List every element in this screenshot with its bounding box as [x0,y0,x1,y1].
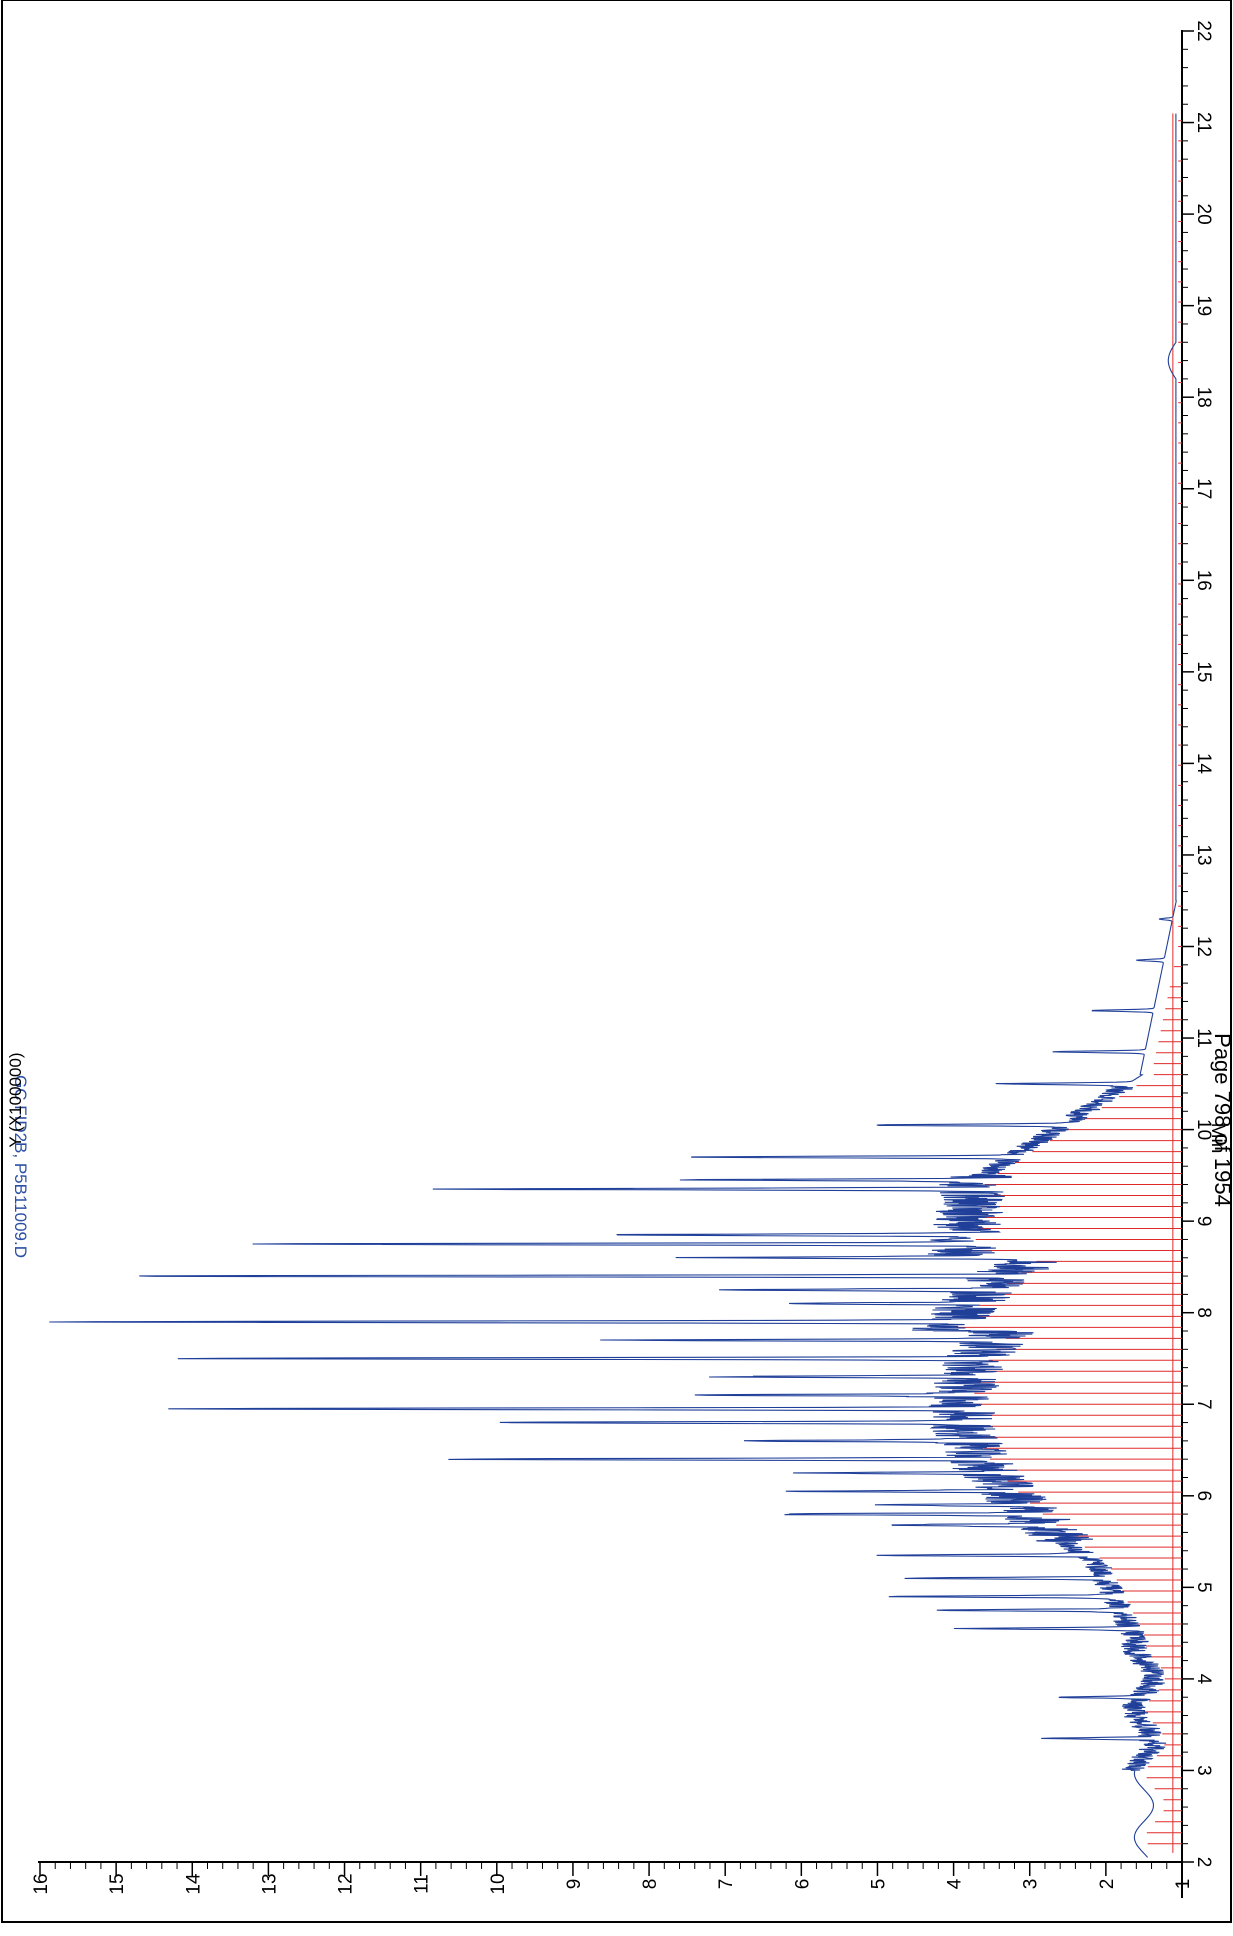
x-tick-label-15: 15 [1193,661,1214,682]
x-axis-label: Min [1207,1123,1228,1154]
x-tick-label-16: 16 [1193,570,1214,591]
x-tick-label-22: 22 [1193,20,1214,41]
x-tick-label-11: 11 [1193,1028,1214,1048]
y-tick-label-13: 13 [259,1873,280,1894]
x-tick-label-5: 5 [1193,1582,1214,1593]
page-footer: Page 798 of 1954 [1210,1033,1233,1207]
y-tick-label-1: 1 [1173,1879,1194,1890]
y-tick-label-8: 8 [640,1879,661,1890]
x-tick-label-9: 9 [1193,1216,1214,1227]
x-tick-label-21: 21 [1193,112,1214,133]
y-tick-label-6: 6 [792,1879,813,1890]
x-tick-label-18: 18 [1193,387,1214,408]
x-tick-label-19: 19 [1193,295,1214,316]
x-tick-label-8: 8 [1193,1307,1214,1318]
y-tick-label-9: 9 [564,1879,585,1890]
x-tick-label-20: 20 [1193,204,1214,225]
y-tick-label-16: 16 [31,1873,52,1894]
x-tick-label-4: 4 [1193,1674,1214,1685]
x-tick-label-6: 6 [1193,1491,1214,1502]
y-tick-label-14: 14 [183,1873,204,1895]
y-tick-label-2: 2 [1097,1879,1118,1890]
x-tick-label-2: 2 [1193,1857,1214,1868]
x-tick-label-3: 3 [1193,1765,1214,1776]
x-tick-label-17: 17 [1193,478,1214,499]
y-tick-label-4: 4 [945,1878,966,1889]
y-tick-label-10: 10 [488,1873,509,1894]
x-axis-ticks: 2 3 4 5 6 7 8 9 10 11 12 13 14 15 16 17 18 19 20 21 22 [1182,20,1214,1867]
x-tick-label-14: 14 [1193,753,1214,775]
y-tick-label-11: 11 [412,1874,433,1894]
y-tick-label-12: 12 [336,1873,357,1894]
y-axis-label: Y (X100000) [6,1052,25,1147]
y-tick-label-5: 5 [868,1879,889,1890]
x-tick-label-7: 7 [1193,1399,1214,1410]
integration-markers [955,113,1182,1853]
chromatogram-trace [49,113,1177,1858]
x-tick-label-10: 10 [1193,1119,1214,1140]
y-tick-label-15: 15 [107,1873,128,1894]
x-tick-label-12: 12 [1193,936,1214,957]
y-tick-label-7: 7 [716,1879,737,1890]
x-tick-label-13: 13 [1193,844,1214,865]
chart-title: GC FID2B, P5B11009.D [11,1075,30,1258]
y-tick-label-3: 3 [1021,1879,1042,1890]
